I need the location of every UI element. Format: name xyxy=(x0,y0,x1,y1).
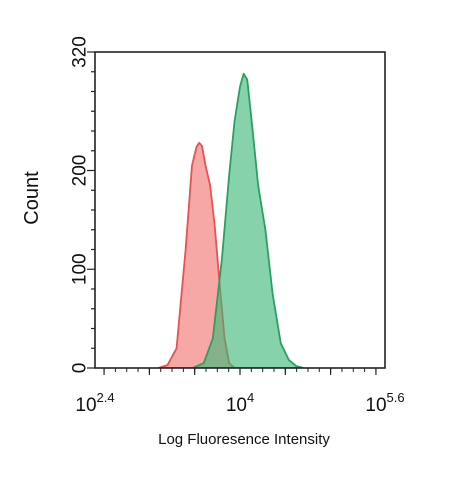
y-tick-label: 0 xyxy=(70,363,91,374)
y-tick-label: 100 xyxy=(70,253,91,285)
histogram-series-2 xyxy=(191,72,305,368)
y-tick-label: 320 xyxy=(70,36,91,68)
y-tick-label: 200 xyxy=(70,155,91,187)
x-tick-base: 10 xyxy=(75,395,96,416)
x-axis-label: Log Fluoresence Intensity xyxy=(158,431,330,448)
x-tick-exponent: 5.6 xyxy=(387,390,405,405)
x-tick-base: 10 xyxy=(226,395,247,416)
x-tick-label: 104 xyxy=(226,390,254,416)
x-tick-base: 10 xyxy=(365,395,386,416)
x-tick-label: 105.6 xyxy=(365,390,404,416)
x-tick-exponent: 4 xyxy=(247,390,254,405)
x-tick-label: 102.4 xyxy=(75,390,114,416)
y-axis-label: Count xyxy=(21,171,43,225)
x-tick-exponent: 2.4 xyxy=(97,390,115,405)
labels-layer: Count Log Fluoresence Intensity xyxy=(21,171,330,448)
series-layer xyxy=(157,72,305,368)
